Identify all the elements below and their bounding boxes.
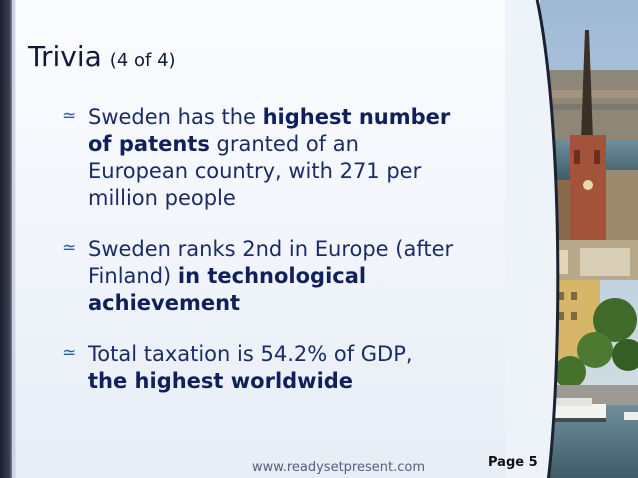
bullet-2-part-1: Sweden ranks 2nd in Europe (after Finlan… bbox=[88, 237, 454, 288]
bullet-item: ≃ Total taxation is 54.2% of GDP, the hi… bbox=[62, 341, 454, 395]
page-number: Page 5 bbox=[488, 455, 538, 470]
footer-url: www.readysetpresent.com bbox=[252, 460, 425, 475]
slide-title: Trivia (4 of 4) bbox=[28, 40, 176, 73]
title-suffix: (4 of 4) bbox=[109, 50, 176, 71]
curved-panel-edge bbox=[505, 0, 560, 478]
left-edge-border bbox=[0, 0, 16, 478]
scroll-bullet-icon: ≃ bbox=[62, 238, 77, 258]
title-text: Trivia bbox=[28, 40, 102, 73]
scroll-bullet-icon: ≃ bbox=[62, 106, 77, 126]
bullet-2-part-2: in technological achievement bbox=[88, 264, 367, 315]
bullet-text: Total taxation is 54.2% of GDP, the high… bbox=[88, 341, 454, 395]
bullet-list: ≃ Sweden has the highest number of paten… bbox=[62, 104, 454, 419]
bullet-text: Sweden ranks 2nd in Europe (after Finlan… bbox=[88, 236, 454, 317]
bullet-3-part-2: the highest worldwide bbox=[88, 369, 354, 393]
bullet-1-part-3: granted of an European country, with 271… bbox=[88, 132, 422, 210]
bullet-3-part-1: Total taxation is 54.2% of GDP, bbox=[88, 342, 413, 366]
bullet-1-part-2: highest number of patents bbox=[88, 105, 451, 156]
bullet-1-part-1: Sweden has the bbox=[88, 105, 263, 129]
bullet-item: ≃ Sweden has the highest number of paten… bbox=[62, 104, 454, 212]
scroll-bullet-icon: ≃ bbox=[62, 343, 77, 363]
bullet-text: Sweden has the highest number of patents… bbox=[88, 104, 454, 212]
bullet-item: ≃ Sweden ranks 2nd in Europe (after Finl… bbox=[62, 236, 454, 317]
